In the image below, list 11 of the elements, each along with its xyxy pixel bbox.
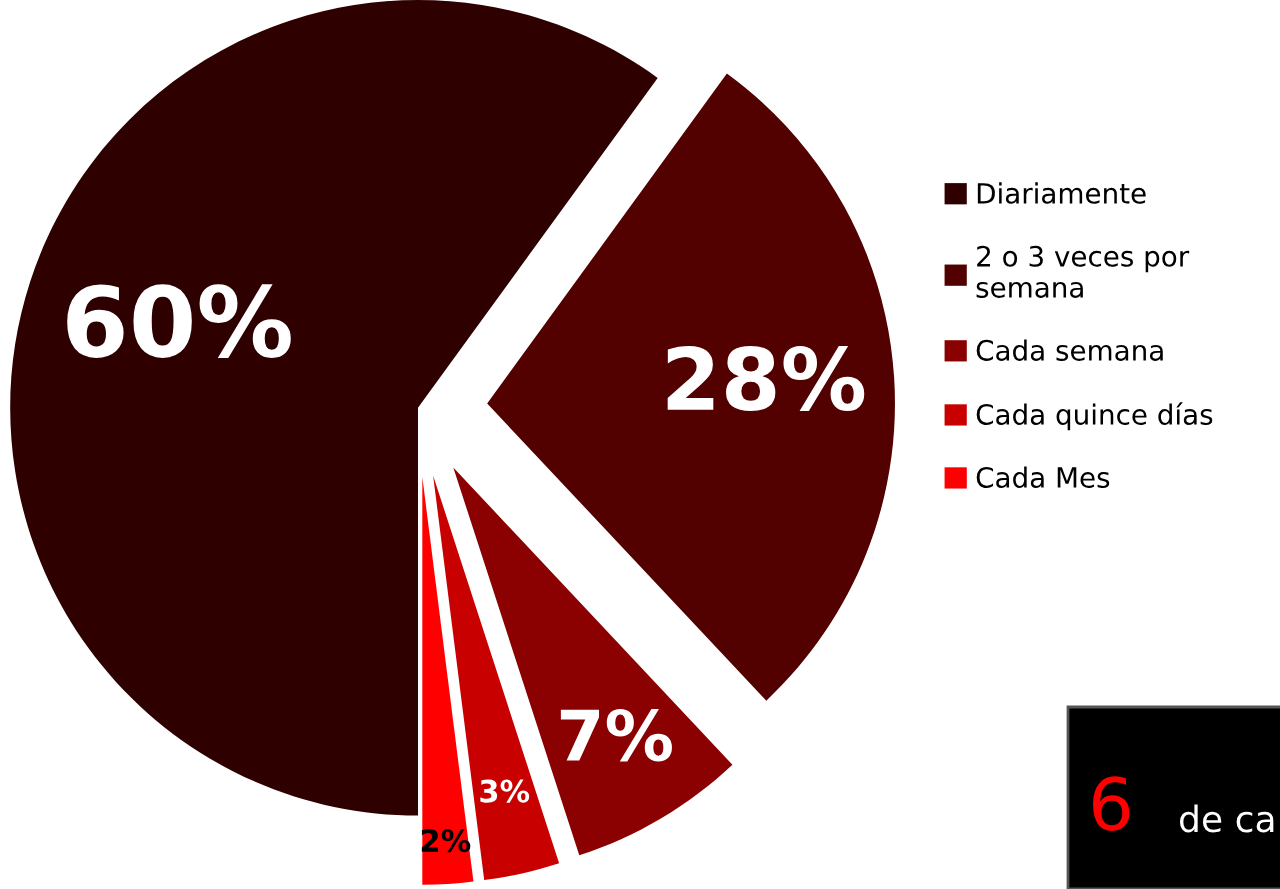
data-label: 7% (560, 708, 672, 762)
legend-label: Cada semana (976, 339, 1163, 361)
data-label: 3% (480, 779, 530, 803)
data-label: 60% (67, 284, 291, 358)
legend-label: Cada quince días (976, 402, 1213, 431)
legend-label: Diariamente (977, 182, 1146, 204)
data-label: 28% (667, 345, 865, 412)
legend-label: Cada Mes (976, 466, 1110, 488)
legend-label: 2 o 3 veces por semana (976, 245, 1190, 298)
text: 6 (1093, 776, 1130, 831)
text: de ca (1179, 804, 1274, 833)
